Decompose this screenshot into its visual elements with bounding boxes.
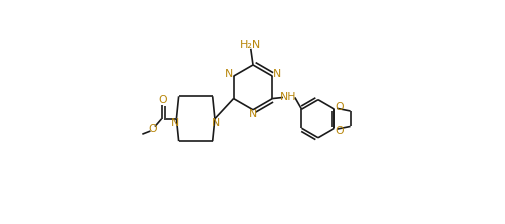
Text: N: N [171,118,179,128]
Text: O: O [335,101,343,112]
Text: N: N [249,109,257,119]
Text: N: N [272,69,280,79]
Text: H₂N: H₂N [240,40,261,50]
Text: N: N [212,118,220,128]
Text: O: O [158,95,167,105]
Text: N: N [225,69,233,79]
Text: O: O [335,126,343,136]
Text: NH: NH [280,93,296,102]
Text: O: O [148,124,157,134]
